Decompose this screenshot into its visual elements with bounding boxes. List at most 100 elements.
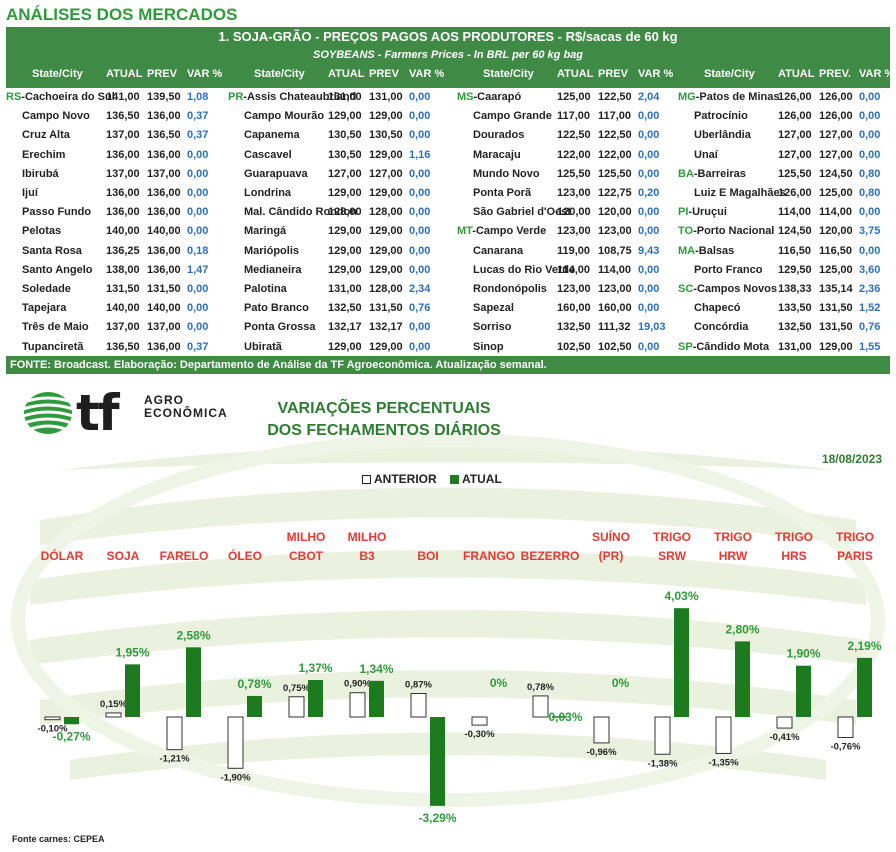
city-cell: Santa Rosa [22, 245, 82, 257]
bar-anterior [715, 716, 732, 754]
atual-cell: 116,50 [778, 244, 812, 257]
bar-atual [735, 641, 750, 717]
bar-anterior [105, 712, 122, 718]
var-cell: 0,00 [859, 129, 881, 142]
city-cell: Mariópolis [244, 245, 299, 257]
column-header: ATUAL [778, 68, 815, 80]
city-cell: PR-Assis Chateaubriand [228, 91, 356, 103]
city-name: Chapecó [694, 302, 741, 315]
city-cell: Palotina [244, 283, 287, 295]
bar-atual [857, 657, 872, 717]
var-cell: 0,00 [859, 244, 881, 257]
prev-cell: 127,00 [819, 129, 853, 142]
city-cell: Mal. Cândido Rondon [244, 206, 357, 218]
var-cell: 0,18 [187, 244, 209, 257]
label-anterior: -0,96% [586, 747, 617, 758]
var-cell: 0,00 [638, 206, 660, 219]
prev-cell: 128,00 [369, 206, 403, 219]
city-name: Ibirubá [22, 167, 59, 180]
city-cell: Ubiratã [244, 341, 282, 353]
var-cell: 1,55 [859, 340, 881, 353]
bar-atual [369, 680, 384, 717]
bar-anterior [227, 716, 244, 769]
state-code: SC [678, 283, 694, 295]
prev-cell: 124,50 [819, 167, 853, 180]
city-name: Mariópolis [244, 244, 300, 257]
atual-cell: 136,00 [106, 206, 140, 219]
table-row: Soledade 131,50 131,50 0,00 Palotina 131,00 12… [6, 280, 890, 299]
state-code: MS [457, 91, 474, 103]
atual-cell: 132,50 [328, 302, 362, 315]
prev-cell: 123,00 [598, 283, 632, 295]
var-cell: 0,80 [859, 167, 881, 180]
atual-cell: 122,50 [557, 129, 591, 142]
bar-anterior [593, 716, 610, 744]
prev-cell: 137,00 [147, 167, 181, 180]
label-anterior: 0,75% [283, 683, 310, 694]
background-swoosh [30, 550, 866, 605]
chart-title-line-1: VARIAÇÕES PERCENTUAIS [277, 400, 491, 417]
prev-cell: 136,00 [147, 244, 181, 257]
city-cell: Sinop [473, 341, 504, 353]
city-cell: SC-Campos Novos [678, 283, 777, 295]
bar-anterior [349, 692, 366, 718]
atual-cell: 123,00 [557, 187, 591, 199]
category-label: HRS [781, 549, 806, 563]
city-name: -Campo Verde [472, 225, 547, 238]
column-header: VAR % [638, 68, 674, 80]
category-label: TRIGO [775, 530, 813, 544]
atual-cell: 131,00 [778, 340, 812, 353]
atual-cell: 124,50 [778, 225, 812, 238]
column-header: State/City [254, 68, 305, 80]
column-header: ATUAL [557, 68, 594, 80]
atual-cell: 119,00 [557, 244, 591, 257]
table-row: Santo Angelo 138,00 136,00 1,47 Medianeira 12… [6, 261, 890, 280]
city-cell: PI-Uruçui [678, 206, 727, 218]
city-name: Uberlândia [694, 129, 751, 142]
city-cell: Erechim [22, 149, 65, 161]
prev-cell: 160,00 [598, 302, 632, 315]
state-code: PI [678, 206, 689, 219]
background-swoosh [70, 732, 826, 780]
label-anterior: -0,76% [830, 742, 861, 753]
city-name: Luiz E Magalhães [694, 187, 786, 199]
bar-atual [430, 717, 445, 806]
city-name: Sapezal [473, 302, 514, 315]
atual-cell: 129,50 [778, 263, 812, 276]
table-row: Tupanciretã 136,50 136,00 0,37 Ubiratã 129,00… [6, 338, 890, 357]
chart-date: 18/08/2023 [821, 452, 882, 466]
prev-cell: 135,14 [819, 283, 853, 295]
state-code: BA [678, 167, 694, 180]
logo-line-2: ECONÔMICA [144, 406, 228, 420]
category-label: TRIGO [836, 530, 874, 544]
var-cell: 0,00 [187, 206, 209, 219]
city-cell: BA-Barreiras [678, 168, 746, 180]
state-code: SP [678, 340, 693, 353]
category-label: CBOT [289, 549, 324, 563]
city-name: -Assis Chateaubriand [243, 91, 357, 103]
bar-anterior [776, 716, 793, 729]
bar-atual [552, 716, 567, 718]
city-name: Medianeira [244, 263, 302, 276]
logo: tf AGRO ECONÔMICA [22, 384, 227, 442]
prev-cell: 140,00 [147, 225, 181, 238]
prev-cell: 129,00 [369, 263, 403, 276]
category-label: TRIGO [653, 530, 691, 544]
var-cell: 3,75 [859, 225, 881, 238]
category-label: MILHO [348, 530, 387, 544]
category-label: MILHO [287, 530, 326, 544]
city-cell: Campo Novo [22, 110, 90, 122]
bar-anterior [44, 716, 61, 721]
label-atual: 1,34% [359, 662, 393, 676]
var-cell: 0,00 [409, 263, 431, 276]
table-subtitle: SOYBEANS - Farmers Prices - In BRL per 6… [313, 49, 583, 61]
city-cell: Cruz Alta [22, 129, 70, 141]
atual-cell: 136,00 [106, 148, 140, 161]
city-name: Tupanciretã [22, 340, 84, 353]
prev-cell: 129,00 [369, 244, 403, 257]
city-name: Campo Grande [473, 110, 552, 123]
var-cell: 0,00 [638, 129, 660, 142]
prev-cell: 127,00 [819, 148, 853, 161]
var-cell: 0,20 [638, 187, 660, 199]
atual-cell: 114,00 [557, 263, 591, 276]
